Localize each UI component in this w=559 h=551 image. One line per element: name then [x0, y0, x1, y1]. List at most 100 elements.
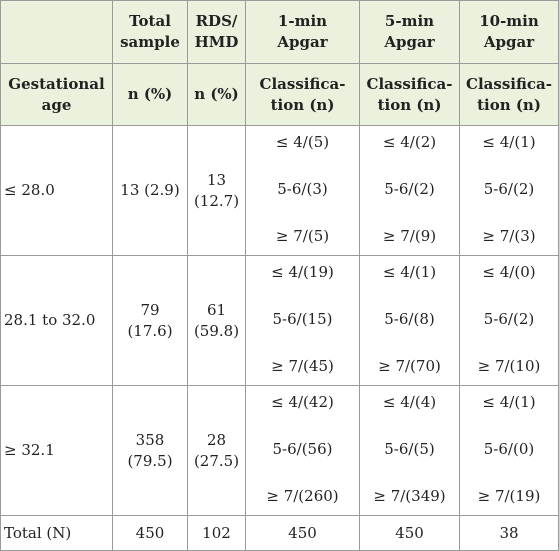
cell-text: 5-6/(2): [483, 180, 535, 198]
cell-text: 358: [135, 430, 165, 449]
cell-text: ≤ 4/(0): [482, 263, 536, 281]
cell-text: ≤ 28.0: [4, 181, 55, 199]
cell-text: ≥ 7/(10): [477, 357, 541, 375]
body-cell: ≤ 28.0: [0, 126, 113, 256]
cell-text: (79.5): [127, 451, 173, 470]
cell-text: ≥ 7/(260): [266, 487, 339, 505]
body-cell: ≤ 4/(5) 5-6/(3) ≥ 7/(5): [246, 126, 360, 256]
cell-text: RDS/: [195, 12, 238, 30]
cell-text: 5-6/(3): [277, 180, 328, 198]
cell-text: Classifica-: [366, 74, 453, 93]
cell-text: 5-6/(56): [272, 440, 333, 458]
body-cell: Total (N): [0, 516, 113, 551]
cell-text: tion (n): [270, 95, 335, 114]
cell-text: 1-min: [277, 12, 328, 30]
cell-text: 10-min: [479, 12, 539, 30]
cell-text: (12.7): [193, 191, 240, 210]
cell-text: 450: [395, 523, 424, 542]
cell-text: tion (n): [377, 95, 442, 114]
cell-text: 5-6/(5): [384, 440, 435, 458]
cell-text: Classifica-: [466, 74, 552, 93]
header-cell: [0, 0, 113, 64]
body-cell: 450: [246, 516, 360, 551]
cell-text: 28.1 to 32.0: [4, 311, 96, 329]
cell-text: ≤ 4/(42): [271, 393, 334, 411]
cell-text: 5-min: [384, 12, 435, 30]
cell-text: 38: [499, 523, 519, 542]
cell-text: tion (n): [477, 95, 541, 114]
body-cell: 450: [113, 516, 188, 551]
header-cell: n (%): [113, 64, 188, 126]
body-cell: ≥ 32.1: [0, 386, 113, 516]
cell-text: ≤ 4/(19): [271, 263, 334, 281]
cell-text: ≤ 4/(1): [482, 393, 536, 411]
header-cell: 10-min Apgar: [460, 0, 559, 64]
header-cell: Classifica-tion (n): [460, 64, 559, 126]
body-cell: ≤ 4/(19) 5-6/(15) ≥ 7/(45): [246, 256, 360, 386]
cell-text: ≤ 4/(1): [382, 263, 437, 281]
cell-text: ≥ 7/(5): [275, 227, 330, 245]
body-cell: ≤ 4/(1) 5-6/(2) ≥ 7/(3): [460, 126, 559, 256]
body-cell: ≤ 4/(1) 5-6/(0) ≥ 7/(19): [460, 386, 559, 516]
header-cell: Classifica-tion (n): [246, 64, 360, 126]
header-cell: Total sample: [113, 0, 188, 64]
cell-text: n (%): [127, 85, 173, 103]
cell-text: ≤ 4/(4): [382, 393, 437, 411]
cell-text: Total (N): [4, 523, 72, 542]
cell-text: ≥ 7/(9): [382, 227, 437, 245]
cell-text: ≥ 7/(45): [271, 357, 334, 375]
cell-text: Classifica-: [259, 74, 346, 93]
body-cell: 358 (79.5): [113, 386, 188, 516]
cell-text: Apgar: [277, 33, 328, 51]
body-cell: ≤ 4/(42) 5-6/(56) ≥ 7/(260): [246, 386, 360, 516]
cell-text: ≥ 7/(3): [482, 227, 536, 245]
cell-text: 13 (2.9): [120, 181, 180, 199]
header-cell: 1-min Apgar: [246, 0, 360, 64]
cell-text: 450: [288, 523, 317, 542]
cell-text: 450: [135, 523, 165, 542]
cell-text: ≥ 7/(349): [373, 487, 446, 505]
cell-text: (17.6): [127, 321, 173, 340]
cell-text: 79: [140, 300, 160, 319]
cell-text: n (%): [194, 85, 239, 103]
cell-text: 28: [206, 430, 227, 449]
cell-text: HMD: [194, 33, 239, 51]
body-cell: ≤ 4/(1) 5-6/(8) ≥ 7/(70): [360, 256, 460, 386]
cell-text: ≤ 4/(1): [482, 133, 536, 151]
cell-text: (27.5): [193, 451, 240, 470]
cell-text: ≥ 32.1: [4, 441, 55, 459]
cell-text: 102: [202, 523, 231, 542]
body-cell: 28.1 to 32.0: [0, 256, 113, 386]
header-cell: RDS/HMD: [188, 0, 246, 64]
cell-text: 5-6/(2): [483, 310, 535, 328]
cell-text: Apgar: [384, 33, 435, 51]
header-cell: n (%): [188, 64, 246, 126]
body-cell: ≤ 4/(4) 5-6/(5) ≥ 7/(349): [360, 386, 460, 516]
cell-text: (59.8): [193, 321, 240, 340]
cell-text: 5-6/(8): [384, 310, 435, 328]
body-cell: 61 (59.8): [188, 256, 246, 386]
cell-text: age: [41, 95, 72, 114]
cell-text: ≥ 7/(19): [477, 487, 541, 505]
cell-text: ≤ 4/(2): [382, 133, 437, 151]
header-cell: 5-min Apgar: [360, 0, 460, 64]
body-cell: 450: [360, 516, 460, 551]
cell-text: sample: [120, 33, 180, 51]
cell-text: 13: [206, 170, 227, 189]
cell-text: 5-6/(0): [483, 440, 535, 458]
cell-text: Gestational: [8, 74, 105, 93]
cell-text: 61: [206, 300, 227, 319]
body-cell: 102: [188, 516, 246, 551]
body-cell: 13 (2.9): [113, 126, 188, 256]
body-cell: 28 (27.5): [188, 386, 246, 516]
cell-text: Total: [129, 12, 171, 30]
body-cell: 38: [460, 516, 559, 551]
body-cell: 79 (17.6): [113, 256, 188, 386]
header-cell: Gestational age: [0, 64, 113, 126]
cell-text: ≤ 4/(5): [275, 133, 330, 151]
cell-text: ≥ 7/(70): [378, 357, 441, 375]
cell-text: 5-6/(2): [384, 180, 435, 198]
header-cell: Classifica-tion (n): [360, 64, 460, 126]
cell-text: Apgar: [483, 33, 535, 51]
